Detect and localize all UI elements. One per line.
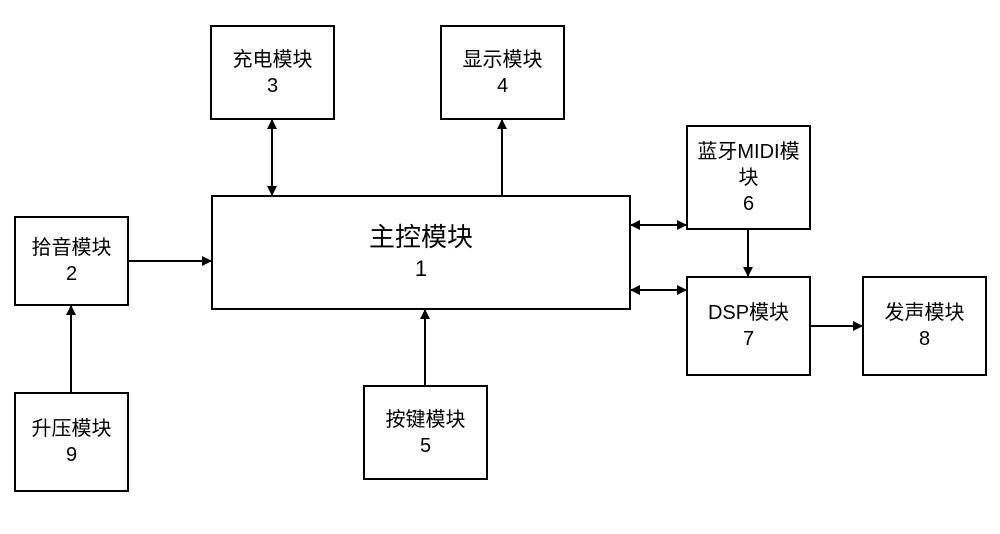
node-display-label: 显示模块 — [463, 47, 543, 73]
node-boost-label: 升压模块 — [32, 416, 112, 442]
node-pickup-label: 拾音模块 — [32, 235, 112, 261]
node-keys-number: 5 — [420, 433, 431, 459]
node-pickup: 拾音模块 2 — [14, 216, 129, 306]
node-btmidi-number: 6 — [743, 191, 754, 217]
node-sound-label: 发声模块 — [885, 300, 965, 326]
node-main: 主控模块 1 — [211, 195, 631, 310]
node-sound-number: 8 — [919, 326, 930, 352]
node-charge-label: 充电模块 — [233, 47, 313, 73]
node-keys: 按键模块 5 — [363, 385, 488, 480]
node-sound: 发声模块 8 — [862, 276, 987, 376]
node-charge: 充电模块 3 — [210, 25, 335, 120]
node-main-number: 1 — [415, 255, 427, 284]
node-boost-number: 9 — [66, 442, 77, 468]
node-boost: 升压模块 9 — [14, 392, 129, 492]
node-dsp: DSP模块 7 — [686, 276, 811, 376]
node-btmidi-label: 蓝牙MIDI模块 — [688, 139, 809, 191]
node-pickup-number: 2 — [66, 261, 77, 287]
node-main-label: 主控模块 — [369, 221, 473, 255]
node-dsp-label: DSP模块 — [708, 300, 789, 326]
node-dsp-number: 7 — [743, 326, 754, 352]
node-keys-label: 按键模块 — [386, 407, 466, 433]
node-btmidi: 蓝牙MIDI模块 6 — [686, 125, 811, 230]
node-charge-number: 3 — [267, 73, 278, 99]
node-display: 显示模块 4 — [440, 25, 565, 120]
node-display-number: 4 — [497, 73, 508, 99]
